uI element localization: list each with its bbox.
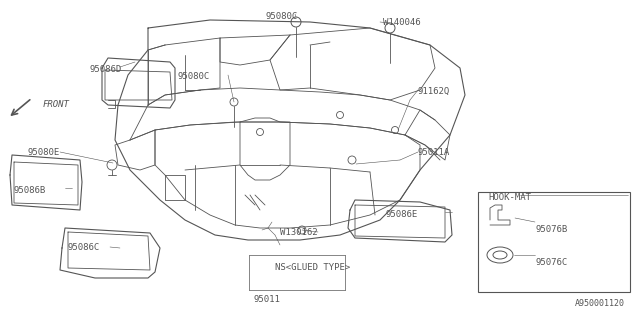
Text: 95086D: 95086D xyxy=(89,65,121,74)
Text: FRONT: FRONT xyxy=(43,100,70,109)
Text: W130162: W130162 xyxy=(280,228,317,237)
Text: 95080C: 95080C xyxy=(178,72,211,81)
Text: 95011: 95011 xyxy=(253,295,280,304)
Text: HOOK-MAT: HOOK-MAT xyxy=(488,193,531,202)
Text: 91162Q: 91162Q xyxy=(418,87,451,96)
Text: NS<GLUED TYPE>: NS<GLUED TYPE> xyxy=(275,263,350,272)
Text: 95086E: 95086E xyxy=(385,210,417,219)
Text: 95080C: 95080C xyxy=(266,12,298,21)
Text: 95086C: 95086C xyxy=(68,243,100,252)
Text: W140046: W140046 xyxy=(383,18,420,27)
Text: 95076B: 95076B xyxy=(536,225,568,234)
Text: A950001120: A950001120 xyxy=(575,299,625,308)
Text: 95011A: 95011A xyxy=(418,148,451,157)
Text: 95086B: 95086B xyxy=(14,186,46,195)
Text: 95076C: 95076C xyxy=(536,258,568,267)
Text: 95080E: 95080E xyxy=(27,148,60,157)
Bar xyxy=(478,192,630,292)
